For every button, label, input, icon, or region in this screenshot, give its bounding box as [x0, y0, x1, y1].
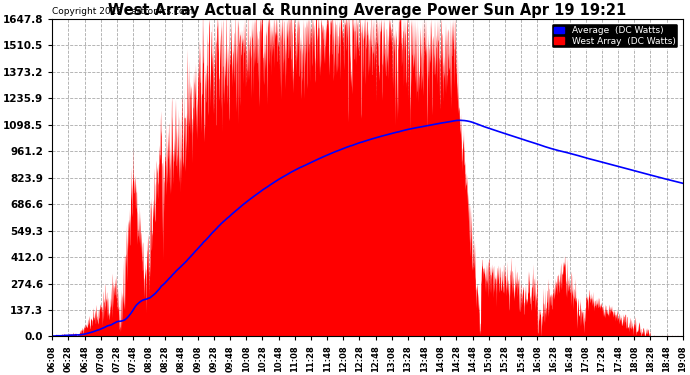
Text: Copyright 2015 Cartronics.com: Copyright 2015 Cartronics.com — [52, 7, 194, 16]
Legend: Average  (DC Watts), West Array  (DC Watts): Average (DC Watts), West Array (DC Watts… — [551, 24, 678, 48]
Title: West Array Actual & Running Average Power Sun Apr 19 19:21: West Array Actual & Running Average Powe… — [108, 3, 627, 18]
